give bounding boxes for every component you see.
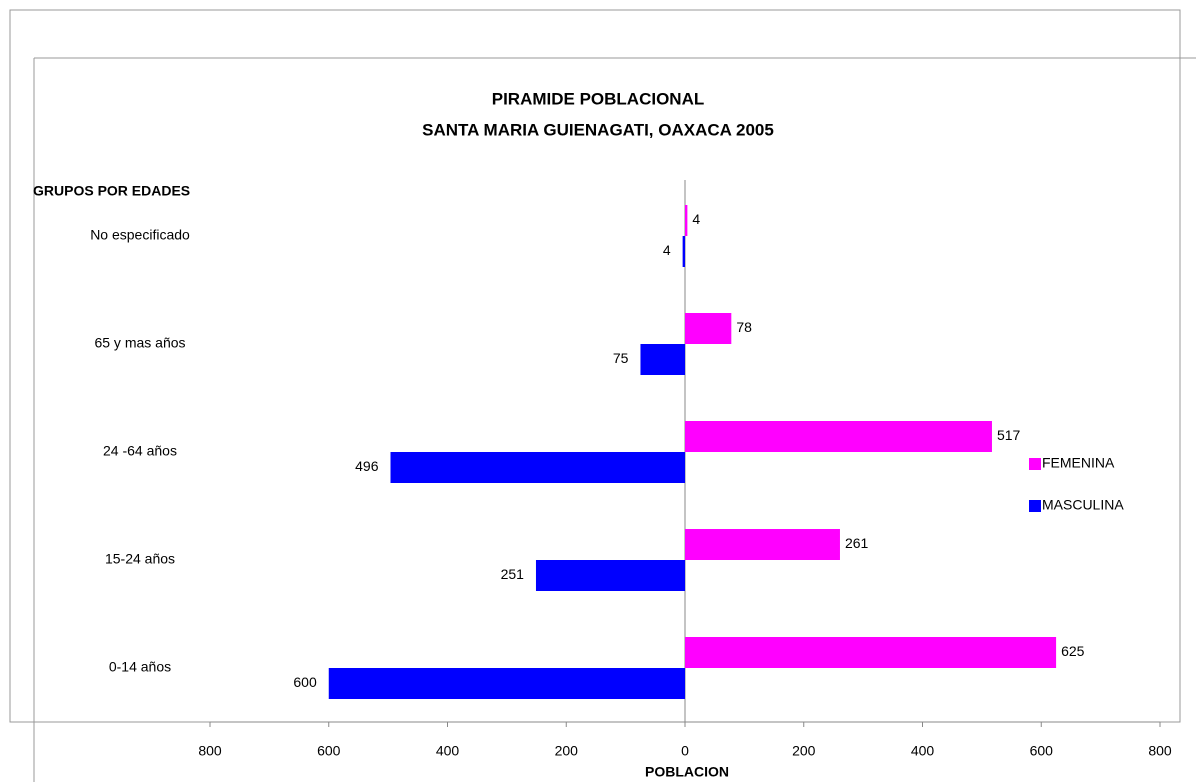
data-label: 600 bbox=[293, 674, 317, 690]
x-tick-label: 400 bbox=[436, 743, 460, 759]
y-tick-label: 15-24 años bbox=[105, 551, 175, 567]
y-tick-label: 0-14 años bbox=[109, 659, 171, 675]
bar bbox=[685, 313, 732, 344]
legend-swatch bbox=[1029, 500, 1041, 512]
x-tick-label: 200 bbox=[555, 743, 579, 759]
y-tick-label: 65 y mas años bbox=[94, 335, 185, 351]
x-tick-label: 0 bbox=[681, 743, 689, 759]
legend-label: MASCULINA bbox=[1042, 497, 1124, 513]
x-tick-label: 800 bbox=[198, 743, 222, 759]
bar bbox=[685, 205, 688, 236]
data-label: 4 bbox=[663, 242, 671, 258]
x-axis-label: POBLACION bbox=[645, 764, 729, 780]
x-tick-label: 600 bbox=[1030, 743, 1054, 759]
data-label: 251 bbox=[501, 566, 525, 582]
bar bbox=[328, 668, 685, 699]
bar bbox=[535, 560, 685, 591]
bar bbox=[640, 344, 685, 375]
y-tick-label: 24 -64 años bbox=[103, 443, 177, 459]
data-label: 496 bbox=[355, 458, 379, 474]
bar bbox=[685, 637, 1057, 668]
legend-swatch bbox=[1029, 458, 1041, 470]
chart-title: SANTA MARIA GUIENAGATI, OAXACA 2005 bbox=[422, 120, 774, 139]
data-label: 78 bbox=[736, 319, 752, 335]
frame bbox=[9, 9, 1181, 723]
bar bbox=[390, 452, 685, 483]
x-tick-label: 800 bbox=[1148, 743, 1172, 759]
legend-label: FEMENINA bbox=[1042, 455, 1115, 471]
data-label: 517 bbox=[997, 427, 1021, 443]
data-label: 75 bbox=[613, 350, 629, 366]
bar bbox=[685, 529, 840, 560]
data-label: 261 bbox=[845, 535, 869, 551]
x-tick-label: 200 bbox=[792, 743, 816, 759]
bar bbox=[682, 236, 685, 267]
chart-title: PIRAMIDE POBLACIONAL bbox=[492, 89, 705, 108]
data-label: 4 bbox=[692, 211, 700, 227]
data-label: 625 bbox=[1061, 643, 1085, 659]
x-tick-label: 400 bbox=[911, 743, 935, 759]
x-tick-label: 600 bbox=[317, 743, 341, 759]
y-axis-label: GRUPOS POR EDADES bbox=[33, 183, 190, 199]
y-tick-label: No especificado bbox=[90, 227, 190, 243]
bar bbox=[685, 421, 992, 452]
